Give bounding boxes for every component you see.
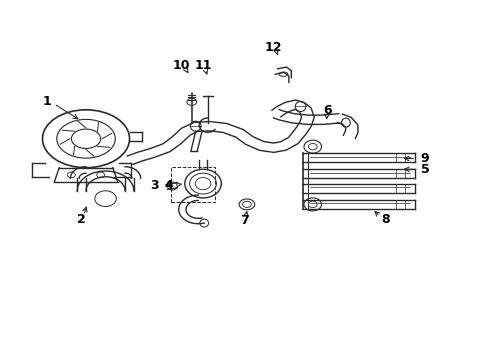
Text: 1: 1: [42, 95, 51, 108]
Text: 2: 2: [77, 213, 85, 226]
Text: 4: 4: [164, 179, 173, 192]
Text: 8: 8: [381, 213, 389, 226]
Text: 7: 7: [240, 214, 248, 227]
Text: 9: 9: [420, 152, 428, 165]
Text: 12: 12: [264, 41, 282, 54]
Text: 11: 11: [194, 59, 211, 72]
Text: 3: 3: [150, 179, 158, 192]
Text: 10: 10: [172, 59, 189, 72]
Text: 6: 6: [323, 104, 331, 117]
Text: 5: 5: [420, 163, 428, 176]
